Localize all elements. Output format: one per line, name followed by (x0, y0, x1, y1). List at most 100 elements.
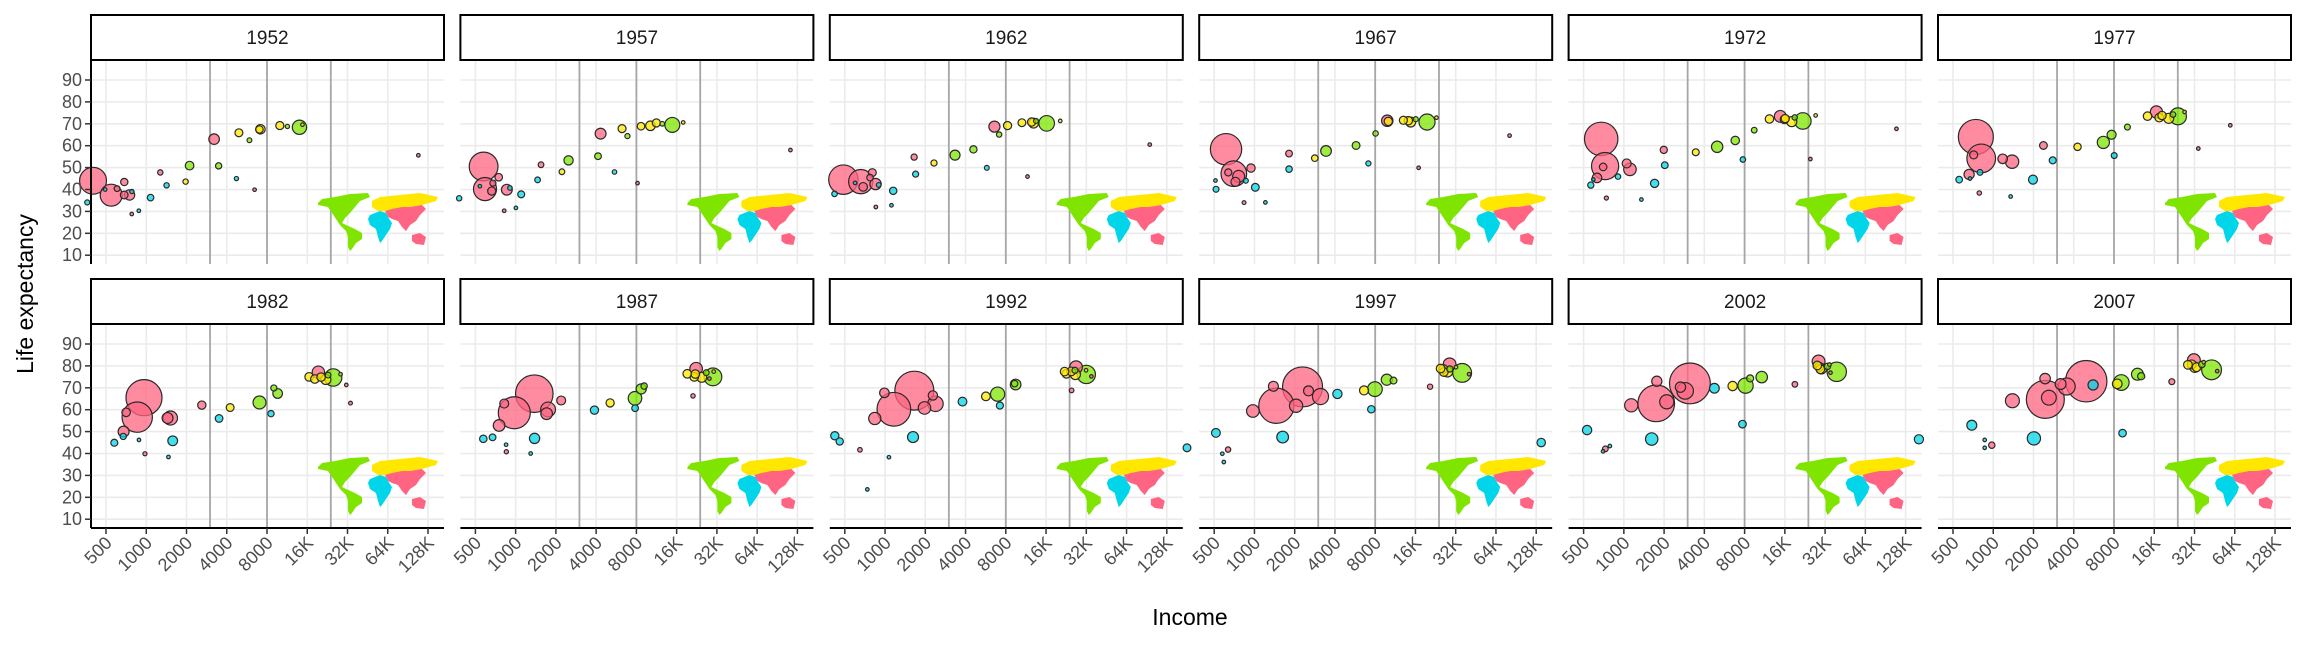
data-point-asia (121, 407, 131, 418)
x-tick-label: 32K (1429, 533, 1466, 570)
map-region-europe (741, 193, 808, 211)
data-point-americas (1746, 374, 1755, 383)
data-point-africa (1614, 173, 1622, 180)
data-point-asia (2004, 393, 2020, 409)
x-tick-label: 32K (2168, 533, 2205, 570)
x-tick-label: 64K (1838, 533, 1875, 570)
data-point-americas (702, 369, 710, 377)
data-point-asia (2227, 122, 2233, 128)
data-point-europe (2157, 110, 2167, 121)
map-region-asia (1123, 205, 1165, 231)
data-point-europe (2201, 359, 2207, 365)
x-tick-label: 1000 (1591, 533, 1633, 575)
world-map-inset (1795, 193, 1916, 251)
data-point-asia (1267, 380, 1279, 392)
y-tick-label: 20 (62, 487, 82, 507)
data-point-europe (2142, 111, 2153, 122)
data-point-europe (1398, 115, 1409, 125)
data-point-americas (1412, 116, 1419, 123)
x-tick-label: 8000 (973, 533, 1015, 575)
data-point-asia (1258, 387, 1295, 425)
data-point-americas (1366, 381, 1383, 398)
world-map-inset (1426, 193, 1547, 251)
data-point-asia (1302, 385, 1315, 397)
data-point-africa (517, 190, 526, 199)
x-tick-label: 16K (1388, 533, 1425, 570)
data-point-americas (1730, 135, 1741, 146)
data-point-asia (876, 391, 912, 427)
map-region-asia (1862, 205, 1904, 231)
data-point-americas (1351, 140, 1361, 150)
map-region-europe (2219, 193, 2285, 211)
map-region-africa (1845, 211, 1870, 243)
x-tick-label: 16K (650, 533, 687, 570)
data-point-africa (1581, 424, 1593, 436)
data-point-europe (1434, 115, 1439, 121)
data-point-africa (119, 432, 127, 441)
data-point-africa (1250, 182, 1260, 192)
data-point-africa (835, 437, 844, 446)
y-tick-label: 60 (62, 136, 82, 156)
data-point-asia (1068, 387, 1075, 394)
data-point-asia (1311, 387, 1330, 406)
y-tick-label: 50 (62, 158, 82, 178)
data-point-asia (635, 180, 640, 186)
x-tick-label: 2000 (1262, 533, 1304, 575)
data-point-africa (1967, 176, 1973, 181)
x-tick-label: 4000 (2041, 533, 2083, 575)
data-point-americas (949, 149, 961, 161)
data-point-americas (2201, 359, 2223, 381)
data-point-asia (1598, 162, 1608, 172)
data-point-asia (1416, 165, 1422, 171)
x-tick-label: 500 (80, 533, 115, 568)
x-tick-label: 2000 (893, 533, 935, 575)
data-point-americas (2123, 123, 2131, 131)
y-tick-label: 80 (62, 92, 82, 112)
data-point-asia (873, 204, 879, 210)
data-point-africa (146, 193, 155, 202)
data-point-africa (589, 405, 600, 415)
data-point-americas (252, 395, 267, 410)
map-region-asia (2259, 233, 2273, 245)
facet-strip-label: 1987 (616, 292, 658, 313)
data-point-europe (1827, 362, 1832, 367)
map-region-europe (1480, 193, 1547, 211)
map-region-americas (687, 457, 740, 515)
data-point-asia (540, 407, 554, 421)
map-region-europe (1110, 457, 1177, 475)
data-point-africa (2087, 379, 2099, 391)
map-region-africa (2215, 475, 2239, 507)
data-point-africa (1536, 437, 1547, 448)
data-point-asia (1507, 133, 1512, 139)
data-point-asia (1624, 398, 1639, 413)
x-tick-label: 64K (1100, 533, 1137, 570)
x-tick-label: 4000 (564, 533, 606, 575)
data-point-europe (1764, 114, 1775, 124)
data-point-europe (300, 122, 305, 128)
data-point-africa (478, 434, 488, 444)
world-map-inset (2165, 457, 2285, 515)
data-point-europe (690, 369, 701, 379)
y-tick-label: 70 (62, 378, 82, 398)
data-point-americas (1389, 376, 1398, 385)
map-region-asia (1150, 233, 1165, 245)
facet-strip-label: 2002 (1724, 292, 1766, 313)
map-region-africa (1476, 475, 1501, 507)
data-point-americas (184, 160, 195, 171)
data-point-asia (79, 166, 108, 195)
facet-strip-label: 1992 (985, 292, 1027, 313)
world-map-inset (1795, 457, 1916, 515)
data-point-asia (1426, 383, 1434, 390)
facet-strip (828, 14, 1184, 61)
x-tick-label: 4000 (1302, 533, 1344, 575)
data-point-africa (1587, 181, 1595, 189)
map-region-asia (412, 497, 426, 509)
x-tick-label: 8000 (234, 533, 276, 575)
map-region-asia (754, 469, 796, 495)
world-map-inset (687, 457, 808, 515)
data-point-europe (1383, 116, 1394, 127)
world-map-inset (318, 193, 438, 251)
data-point-africa (1913, 434, 1925, 445)
data-point-europe (1812, 360, 1823, 371)
